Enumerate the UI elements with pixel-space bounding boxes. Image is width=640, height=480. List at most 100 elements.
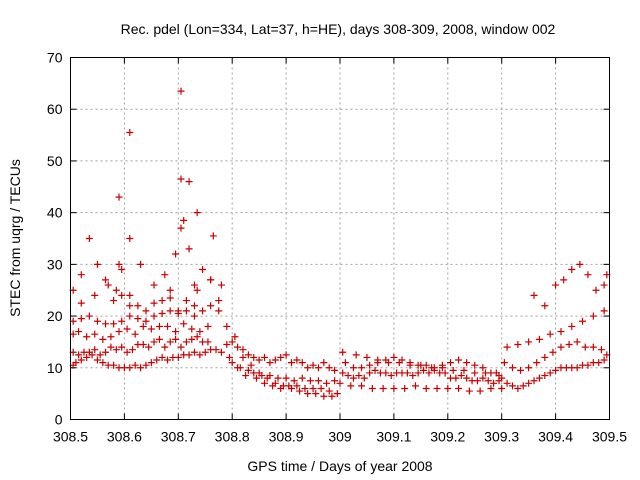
data-point — [282, 351, 290, 359]
data-point — [118, 317, 126, 325]
data-point — [93, 356, 101, 364]
data-point — [204, 322, 212, 330]
data-point — [177, 343, 185, 351]
data-point — [139, 341, 147, 349]
data-point — [387, 372, 395, 380]
data-point — [236, 364, 244, 372]
data-point — [126, 235, 134, 242]
data-point — [385, 359, 393, 367]
x-tick-label: 308.8 — [215, 429, 250, 445]
data-point — [147, 325, 155, 333]
data-point — [508, 382, 516, 390]
data-point — [137, 364, 145, 372]
data-point — [185, 178, 193, 186]
data-point — [252, 374, 260, 382]
data-point — [460, 366, 468, 374]
data-point — [158, 353, 166, 361]
data-point — [126, 364, 134, 372]
data-point — [102, 320, 110, 328]
data-point — [193, 333, 201, 341]
data-point — [110, 297, 118, 305]
data-point — [503, 379, 511, 387]
data-point — [463, 374, 471, 382]
data-point — [312, 390, 320, 398]
data-point — [131, 330, 139, 338]
data-point — [137, 260, 145, 268]
data-point — [411, 382, 419, 390]
data-point — [77, 271, 85, 279]
data-point — [433, 384, 441, 392]
data-point — [546, 330, 554, 338]
data-point — [403, 369, 411, 377]
data-point — [368, 384, 376, 392]
data-point — [476, 387, 484, 395]
data-point — [306, 377, 314, 385]
data-point — [414, 369, 422, 377]
data-point — [471, 369, 479, 377]
data-point — [401, 384, 409, 392]
data-point — [309, 361, 317, 369]
data-point — [565, 341, 573, 349]
data-point — [193, 286, 201, 294]
data-point — [91, 291, 99, 299]
data-point — [131, 361, 139, 369]
data-point — [484, 377, 492, 385]
data-point — [115, 193, 123, 201]
data-point — [99, 335, 107, 343]
data-point — [199, 307, 207, 315]
data-point — [557, 343, 565, 351]
chart-title: Rec. pdel (Lon=334, Lat=37, h=HE), days … — [121, 21, 556, 37]
data-point — [155, 335, 163, 343]
data-point — [331, 377, 339, 385]
data-point — [304, 390, 312, 398]
data-point — [118, 343, 126, 351]
data-point — [279, 382, 287, 390]
data-point — [600, 281, 608, 289]
data-point — [579, 317, 587, 325]
data-points — [69, 87, 611, 400]
data-point — [244, 351, 252, 359]
data-point — [390, 384, 398, 392]
data-point — [360, 374, 368, 382]
data-point — [584, 361, 592, 369]
data-point — [188, 335, 196, 343]
data-point — [452, 374, 460, 382]
data-point — [196, 351, 204, 359]
data-point — [72, 359, 80, 367]
data-point — [298, 359, 306, 367]
data-point — [115, 328, 123, 336]
data-point — [161, 343, 169, 351]
data-point — [482, 369, 490, 377]
data-point — [409, 372, 417, 380]
data-point — [182, 297, 190, 305]
data-point — [177, 224, 185, 232]
y-tick-label: 60 — [47, 101, 63, 117]
data-point — [287, 359, 295, 367]
data-point — [164, 356, 172, 364]
data-point — [525, 338, 533, 346]
data-point — [209, 232, 217, 240]
data-point — [126, 302, 134, 310]
data-point — [366, 361, 374, 369]
data-point — [358, 364, 366, 372]
data-point — [215, 297, 223, 305]
data-point — [349, 364, 357, 372]
data-point — [239, 346, 247, 354]
data-point — [104, 281, 112, 289]
x-tick-label: 309.5 — [592, 429, 627, 445]
data-point — [446, 359, 454, 367]
data-point — [190, 312, 198, 320]
data-point — [479, 374, 487, 382]
data-point — [123, 325, 131, 333]
x-tick-label: 309.1 — [376, 429, 411, 445]
data-point — [323, 379, 331, 387]
data-point — [298, 374, 306, 382]
data-point — [128, 346, 136, 354]
data-point — [185, 245, 193, 253]
data-point — [331, 366, 339, 374]
x-axis-label: GPS time / Days of year 2008 — [247, 458, 432, 474]
data-point — [190, 348, 198, 356]
x-tick-label: 308.6 — [107, 429, 142, 445]
data-point — [271, 356, 279, 364]
